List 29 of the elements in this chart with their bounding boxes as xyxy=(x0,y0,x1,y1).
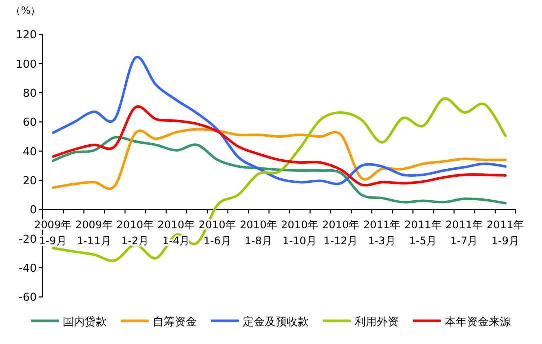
line-series xyxy=(52,56,507,186)
legend-label: 本年资金来源 xyxy=(445,316,511,328)
x-tick-label: 2010年1-12月 xyxy=(322,220,360,248)
line-series xyxy=(52,128,507,190)
y-tick-label: 40 xyxy=(23,145,37,158)
x-tick-label: 2011年1-9月 xyxy=(486,220,525,248)
legend-label: 自筹资金 xyxy=(153,316,197,328)
y-tick-label: 80 xyxy=(23,87,37,100)
y-tick-label: 0 xyxy=(30,204,37,217)
x-tick-label: 2011年1-7月 xyxy=(446,220,484,248)
y-axis-title: （%） xyxy=(11,6,41,17)
y-tick-label: -40 xyxy=(19,262,37,276)
legend-label: 利用外资 xyxy=(355,316,399,328)
line-series xyxy=(52,106,507,187)
x-tick-label: 2009年1-11月 xyxy=(76,220,114,248)
x-tick-label: 2010年1-10月 xyxy=(281,220,319,248)
y-tick-label: -20 xyxy=(19,232,37,246)
x-tick-label: 2011年1-5月 xyxy=(404,220,442,248)
legend-label: 国内贷款 xyxy=(63,316,107,328)
y-tick-label: 60 xyxy=(23,116,37,130)
y-tick-label: 100 xyxy=(16,58,37,71)
y-tick-label: -60 xyxy=(19,291,37,304)
y-tick-label: 120 xyxy=(16,28,37,42)
x-tick-label: 2010年1-8月 xyxy=(240,220,278,248)
line-series xyxy=(52,136,507,205)
x-tick-label: 2010年1-2月 xyxy=(116,220,154,248)
legend-label: 定金及预收款 xyxy=(243,316,309,328)
y-tick-label: 20 xyxy=(23,174,37,188)
x-tick-label: 2011年1-3月 xyxy=(363,220,402,248)
